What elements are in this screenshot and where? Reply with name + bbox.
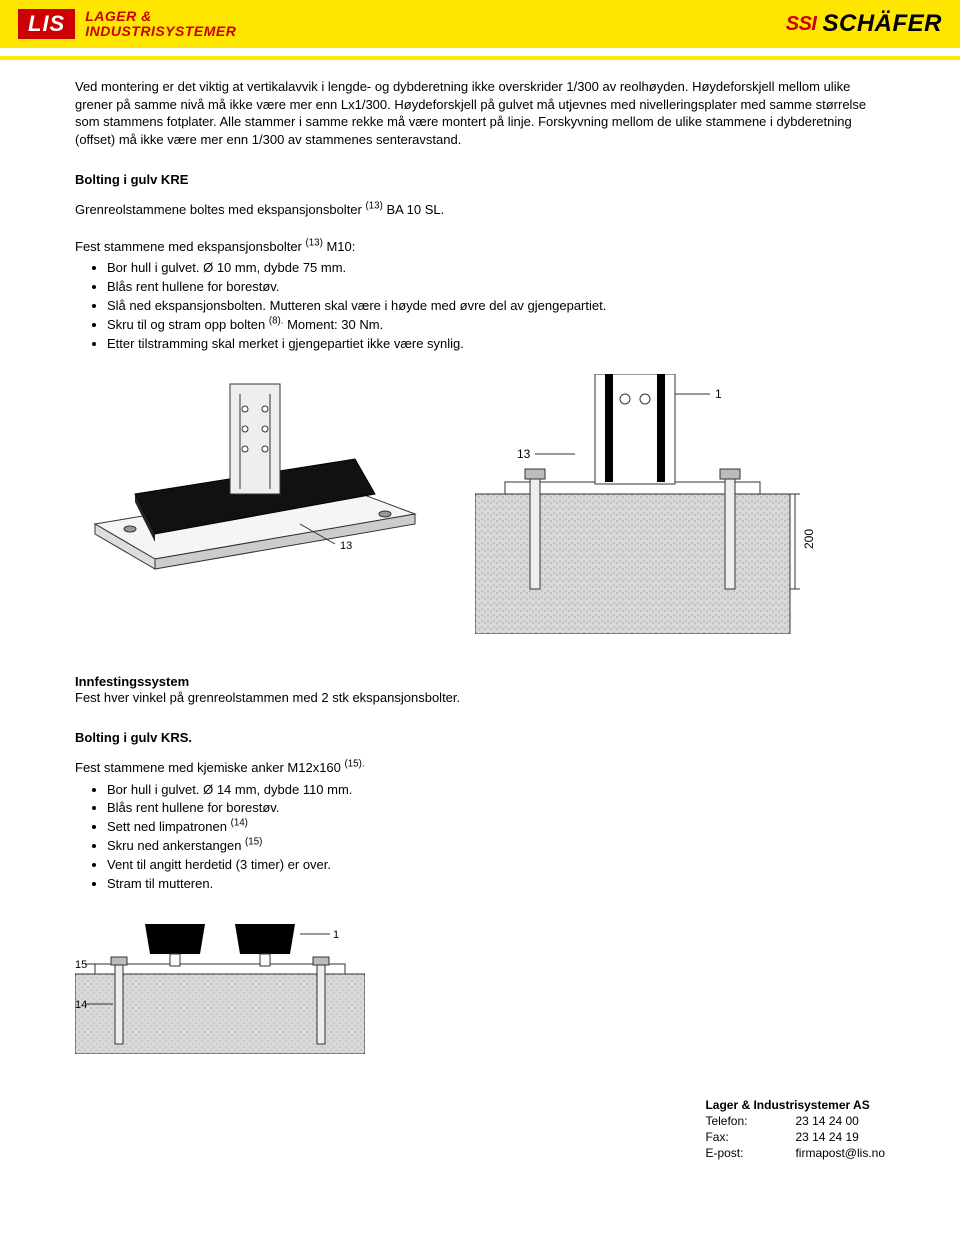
callout-1: 1 — [715, 387, 722, 401]
logo-lis: LIS LAGER & INDUSTRISYSTEMER — [18, 9, 236, 39]
sup: (15). — [345, 759, 365, 770]
figure-row-1: 13 — [75, 374, 885, 634]
callout-15: 15 — [75, 959, 87, 971]
innfest-title: Innfestingssystem — [75, 674, 885, 689]
logo-schafer: SSI SCHÄFER — [786, 10, 942, 38]
text: M10: — [323, 239, 356, 254]
callout-1b: 1 — [333, 929, 339, 941]
lis-mark: LIS — [18, 9, 75, 39]
list-item: Bor hull i gulvet. Ø 10 mm, dybde 75 mm. — [107, 259, 885, 278]
footer-company: Lager & Industrisystemer AS — [705, 1097, 885, 1113]
page-header: LIS LAGER & INDUSTRISYSTEMER SSI SCHÄFER — [0, 0, 960, 56]
sup: (8). — [269, 315, 284, 326]
heading-text: Innfestingssystem — [75, 674, 189, 689]
section2-bullets: Bor hull i gulvet. Ø 14 mm, dybde 110 mm… — [75, 781, 885, 894]
list-item: Skru til og stram opp bolten (8). Moment… — [107, 316, 885, 335]
list-item: Slå ned ekspansjonsbolten. Mutteren skal… — [107, 297, 885, 316]
text: Grenreolstammene boltes med ekspansjonsb… — [75, 202, 365, 217]
text: Skru ned ankerstangen — [107, 838, 245, 853]
callout-13b: 13 — [517, 447, 531, 461]
callout-13: 13 — [340, 540, 352, 552]
list-item: Blås rent hullene for borestøv. — [107, 799, 885, 818]
label: E-post: — [705, 1145, 795, 1161]
list-item: Skru ned ankerstangen (15) — [107, 837, 885, 856]
section1-line1: Grenreolstammene boltes med ekspansjonsb… — [75, 201, 885, 219]
sup: (14) — [231, 818, 248, 829]
figure-bolt-section: 1 13 200 — [475, 374, 825, 634]
footer-tel: Telefon: 23 14 24 00 — [705, 1113, 885, 1129]
page-footer: Lager & Industrisystemer AS Telefon: 23 … — [0, 1097, 960, 1182]
footer-fax: Fax: 23 14 24 19 — [705, 1129, 885, 1145]
list-item: Sett ned limpatronen (14) — [107, 818, 885, 837]
innfest-text: Fest hver vinkel på grenreolstammen med … — [75, 689, 885, 707]
list-item: Vent til angitt herdetid (3 timer) er ov… — [107, 856, 885, 875]
sup: (13) — [365, 201, 382, 212]
dim-200: 200 — [802, 528, 816, 548]
value: firmapost@lis.no — [795, 1145, 885, 1161]
ssi-mark: SSI — [786, 13, 817, 36]
section1-bullets: Bor hull i gulvet. Ø 10 mm, dybde 75 mm.… — [75, 259, 885, 353]
list-item: Bor hull i gulvet. Ø 14 mm, dybde 110 mm… — [107, 781, 885, 800]
sup: (15) — [245, 837, 262, 848]
value: 23 14 24 00 — [795, 1113, 858, 1129]
section2-line1: Fest stammene med kjemiske anker M12x160… — [75, 759, 885, 777]
label: Fax: — [705, 1129, 795, 1145]
lis-sub-line1: LAGER & — [85, 8, 152, 24]
document-body: Ved montering er det viktig at vertikala… — [0, 60, 960, 1097]
list-item: Etter tilstramming skal merket i gjengep… — [107, 335, 885, 354]
text: Moment: 30 Nm. — [283, 317, 383, 332]
figure-chemical-anchor: 1 15 14 — [75, 914, 365, 1057]
list-item: Blås rent hullene for borestøv. — [107, 278, 885, 297]
text: Sett ned limpatronen — [107, 819, 231, 834]
footer-contact: Lager & Industrisystemer AS Telefon: 23 … — [705, 1097, 885, 1162]
section2-title: Bolting i gulv KRS. — [75, 730, 885, 745]
text: BA 10 SL. — [383, 202, 444, 217]
section1-line2: Fest stammene med ekspansjonsbolter (13)… — [75, 238, 885, 256]
lis-sub-line2: INDUSTRISYSTEMER — [85, 23, 236, 39]
value: 23 14 24 19 — [795, 1129, 858, 1145]
intro-paragraph: Ved montering er det viktig at vertikala… — [75, 78, 885, 148]
figure-footplate-iso: 13 — [75, 374, 435, 574]
sup: (13) — [306, 237, 323, 248]
callout-14: 14 — [75, 999, 87, 1011]
label: Telefon: — [705, 1113, 795, 1129]
list-item: Stram til mutteren. — [107, 875, 885, 894]
text: Skru til og stram opp bolten — [107, 317, 269, 332]
section1-title: Bolting i gulv KRE — [75, 172, 885, 187]
lis-subtitle: LAGER & INDUSTRISYSTEMER — [85, 9, 236, 38]
footer-email: E-post: firmapost@lis.no — [705, 1145, 885, 1161]
text: Fest stammene med kjemiske anker M12x160 — [75, 760, 345, 775]
schafer-mark: SCHÄFER — [822, 10, 942, 38]
text: Fest stammene med ekspansjonsbolter — [75, 239, 306, 254]
